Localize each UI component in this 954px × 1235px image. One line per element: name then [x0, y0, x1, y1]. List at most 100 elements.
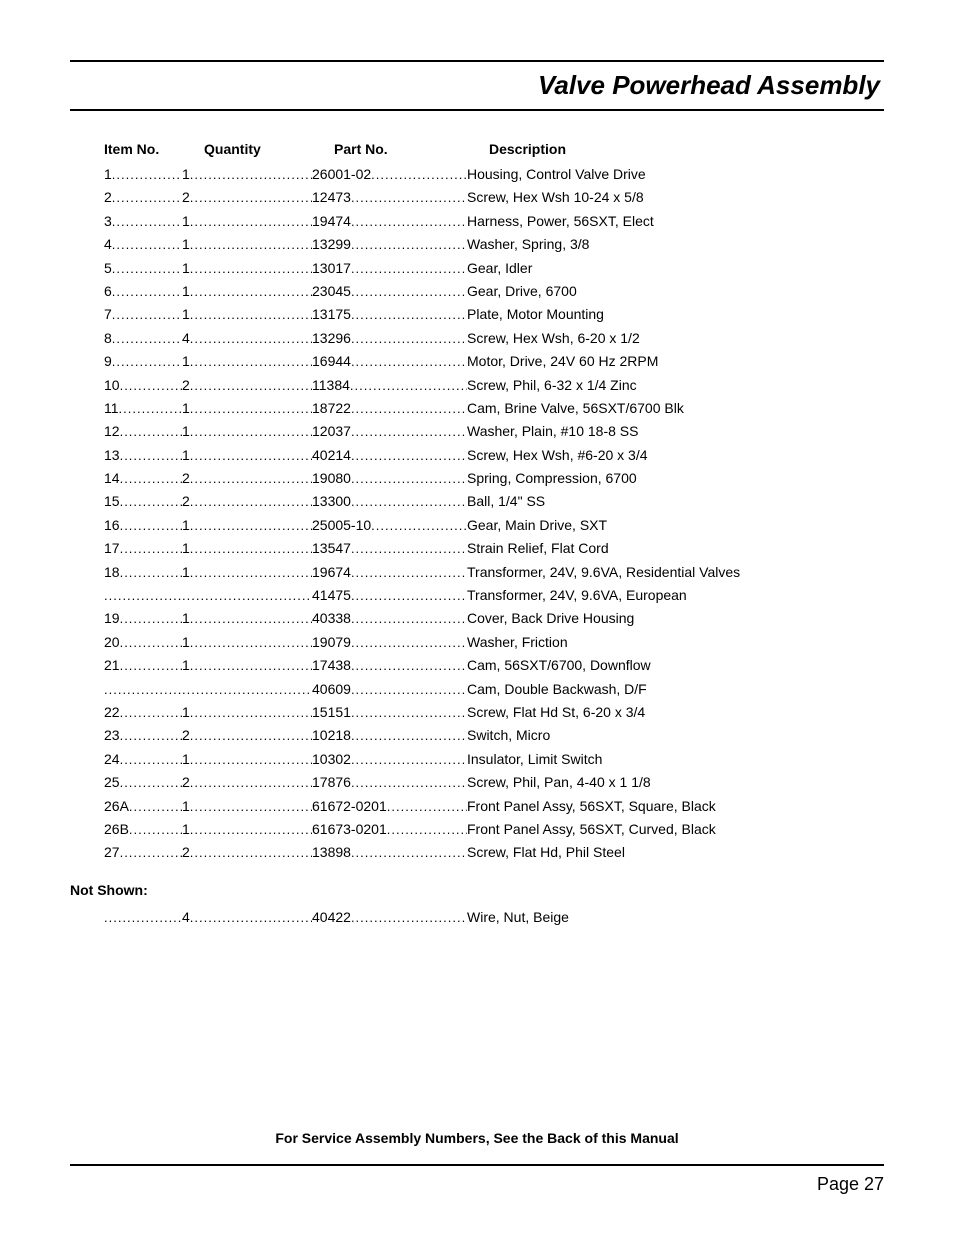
cell-part: 13296 — [312, 329, 467, 348]
cell-part: 19079 — [312, 633, 467, 652]
cell-qty: 1 — [182, 516, 312, 535]
cell-item: 25 — [104, 773, 182, 792]
table-row: 19140338Cover, Back Drive Housing — [104, 609, 884, 628]
cell-part: 13175 — [312, 305, 467, 324]
cell-qty: 1 — [182, 282, 312, 301]
cell-part: 19674 — [312, 563, 467, 582]
cell-part: 12037 — [312, 422, 467, 441]
cell-item: 5 — [104, 259, 182, 278]
cell-part: 40338 — [312, 609, 467, 628]
cell-item: 3 — [104, 212, 182, 231]
cell-part: 40609 — [312, 680, 467, 699]
cell-desc: Strain Relief, Flat Cord — [467, 539, 884, 558]
cell-desc: Front Panel Assy, 56SXT, Curved, Black — [467, 820, 884, 839]
cell-part: 25005-10 — [312, 516, 467, 535]
cell-qty: 1 — [182, 563, 312, 582]
cell-qty: 1 — [182, 633, 312, 652]
cell-qty: 2 — [182, 469, 312, 488]
table-row: 23210218Switch, Micro — [104, 726, 884, 745]
cell-qty: 2 — [182, 492, 312, 511]
cell-item: 6 — [104, 282, 182, 301]
cell-qty: 1 — [182, 446, 312, 465]
cell-part: 61672-0201 — [312, 797, 467, 816]
cell-desc: Screw, Flat Hd St, 6-20 x 3/4 — [467, 703, 884, 722]
cell-qty: 1 — [182, 750, 312, 769]
footer-note: For Service Assembly Numbers, See the Ba… — [70, 1130, 884, 1146]
cell-qty: 1 — [182, 656, 312, 675]
cell-item: 13 — [104, 446, 182, 465]
cell-qty: 1 — [182, 820, 312, 839]
cell-item: 8 — [104, 329, 182, 348]
cell-qty: 1 — [182, 305, 312, 324]
table-row: 12112037Washer, Plain, #10 18-8 SS — [104, 422, 884, 441]
cell-qty: 2 — [182, 726, 312, 745]
cell-item: 15 — [104, 492, 182, 511]
page-title: Valve Powerhead Assembly — [70, 70, 884, 101]
cell-part: 10218 — [312, 726, 467, 745]
cell-part: 18722 — [312, 399, 467, 418]
page-container: Valve Powerhead Assembly Item No. Quanti… — [0, 0, 954, 1235]
col-header-part: Part No. — [334, 141, 489, 157]
cell-part: 19474 — [312, 212, 467, 231]
cell-desc: Cam, Brine Valve, 56SXT/6700 Blk — [467, 399, 884, 418]
table-row: 27213898Screw, Flat Hd, Phil Steel — [104, 843, 884, 862]
table-row: 10211384Screw, Phil, 6-32 x 1/4 Zinc — [104, 376, 884, 395]
table-row: 15213300Ball, 1/4" SS — [104, 492, 884, 511]
cell-item: 19 — [104, 609, 182, 628]
parts-table: Item No. Quantity Part No. Description 1… — [70, 141, 884, 927]
col-header-item: Item No. — [104, 141, 204, 157]
cell-desc: Screw, Hex Wsh, 6-20 x 1/2 — [467, 329, 884, 348]
cell-part: 23045 — [312, 282, 467, 301]
table-row: 24110302Insulator, Limit Switch — [104, 750, 884, 769]
cell-desc: Motor, Drive, 24V 60 Hz 2RPM — [467, 352, 884, 371]
table-row: 5113017Gear, Idler — [104, 259, 884, 278]
cell-desc: Screw, Phil, Pan, 4-40 x 1 1/8 — [467, 773, 884, 792]
cell-desc: Ball, 1/4" SS — [467, 492, 884, 511]
cell-item: 10 — [104, 376, 182, 395]
cell-qty: 2 — [182, 376, 312, 395]
cell-qty: 2 — [182, 843, 312, 862]
table-row: 14219080Spring, Compression, 6700 — [104, 469, 884, 488]
cell-part: 13299 — [312, 235, 467, 254]
cell-desc: Insulator, Limit Switch — [467, 750, 884, 769]
cell-qty: 2 — [182, 773, 312, 792]
table-row: 16125005-10Gear, Main Drive, SXT — [104, 516, 884, 535]
cell-desc: Washer, Spring, 3/8 — [467, 235, 884, 254]
cell-part: 11384 — [312, 376, 467, 395]
cell-desc: Transformer, 24V, 9.6VA, Residential Val… — [467, 563, 884, 582]
cell-qty: 1 — [182, 399, 312, 418]
cell-item: 27 — [104, 843, 182, 862]
cell-qty: 1 — [182, 212, 312, 231]
table-row: 7113175Plate, Motor Mounting — [104, 305, 884, 324]
table-row: 26A161672-0201Front Panel Assy, 56SXT, S… — [104, 797, 884, 816]
cell-item: 1 — [104, 165, 182, 184]
cell-part: 41475 — [312, 586, 467, 605]
cell-item: 24 — [104, 750, 182, 769]
cell-part: 40422 — [312, 908, 467, 927]
cell-desc: Washer, Plain, #10 18-8 SS — [467, 422, 884, 441]
cell-qty: 4 — [182, 329, 312, 348]
cell-part: 12473 — [312, 188, 467, 207]
cell-desc: Spring, Compression, 6700 — [467, 469, 884, 488]
cell-desc: Harness, Power, 56SXT, Elect — [467, 212, 884, 231]
cell-part: 13017 — [312, 259, 467, 278]
cell-part: 13547 — [312, 539, 467, 558]
table-row: 2212473Screw, Hex Wsh 10-24 x 5/8 — [104, 188, 884, 207]
cell-part: 13300 — [312, 492, 467, 511]
cell-item: 21 — [104, 656, 182, 675]
cell-item: 17 — [104, 539, 182, 558]
col-header-desc: Description — [489, 141, 884, 157]
cell-desc: Gear, Idler — [467, 259, 884, 278]
table-row: 21117438Cam, 56SXT/6700, Downflow — [104, 656, 884, 675]
table-row: 22115151Screw, Flat Hd St, 6-20 x 3/4 — [104, 703, 884, 722]
cell-qty — [182, 586, 312, 605]
page-number: Page 27 — [817, 1174, 884, 1194]
cell-part: 19080 — [312, 469, 467, 488]
cell-item: 2 — [104, 188, 182, 207]
cell-item: 11 — [104, 399, 182, 418]
table-row: 17113547Strain Relief, Flat Cord — [104, 539, 884, 558]
cell-part: 17876 — [312, 773, 467, 792]
table-row: 8413296Screw, Hex Wsh, 6-20 x 1/2 — [104, 329, 884, 348]
cell-desc: Screw, Hex Wsh 10-24 x 5/8 — [467, 188, 884, 207]
table-row: 25217876Screw, Phil, Pan, 4-40 x 1 1/8 — [104, 773, 884, 792]
